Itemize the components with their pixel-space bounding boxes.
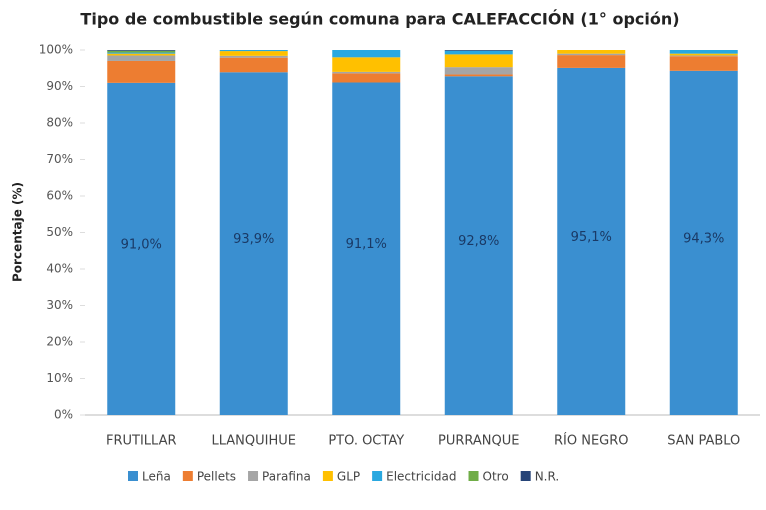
y-tick-label: 30%: [46, 298, 73, 312]
bar-segment: [219, 51, 288, 56]
y-tick-label: 70%: [46, 152, 73, 166]
bar-segment: [219, 50, 288, 52]
bar-segment: [107, 52, 176, 54]
bar-segment: [332, 82, 401, 416]
legend-label: N.R.: [535, 470, 560, 484]
y-tick-label: 0%: [54, 408, 73, 422]
legend-label: Pellets: [197, 470, 236, 484]
bar-segment: [444, 74, 513, 77]
x-tick-label: PURRANQUE: [438, 434, 519, 449]
bar-segment: [332, 71, 401, 74]
bar-segment: [669, 55, 738, 57]
bar-segment: [669, 70, 738, 416]
y-tick-label: 40%: [46, 262, 73, 276]
value-label: 91,1%: [346, 237, 387, 252]
y-tick-label: 10%: [46, 371, 73, 385]
bar-segment: [219, 55, 288, 58]
bar-segment: [669, 53, 738, 56]
value-label: 94,3%: [683, 231, 724, 246]
legend-swatch: [322, 471, 333, 481]
bar-segment: [444, 76, 513, 415]
x-tick-label: RÍO NEGRO: [554, 433, 629, 449]
legend-swatch: [372, 471, 383, 481]
value-label: 93,9%: [233, 232, 274, 247]
bar-segment: [669, 56, 738, 71]
y-tick-label: 20%: [46, 335, 73, 349]
y-tick-label: 50%: [46, 225, 73, 239]
bar-segment: [219, 72, 288, 415]
bar-segment: [107, 53, 176, 56]
legend-label: Electricidad: [386, 470, 456, 484]
bar-segment: [557, 50, 626, 54]
bar-segment: [557, 53, 626, 56]
bar-segment: [107, 50, 176, 51]
legend-label: Leña: [142, 470, 171, 484]
bar-segment: [557, 67, 626, 415]
bar-segment: [332, 73, 401, 83]
bar-segment: [332, 50, 401, 58]
legend-swatch: [248, 471, 259, 481]
x-tick-label: LLANQUIHUE: [212, 434, 297, 449]
bar-segment: [107, 50, 176, 53]
bar-segment: [557, 55, 626, 68]
bar-segment: [444, 54, 513, 68]
bar-segment: [107, 82, 176, 415]
legend-label: GLP: [337, 470, 360, 484]
bar-segment: [107, 60, 176, 83]
chart-title: Tipo de combustible según comuna para CA…: [80, 10, 679, 29]
legend-swatch: [520, 471, 531, 481]
value-label: 92,8%: [458, 234, 499, 249]
x-tick-label: SAN PABLO: [667, 434, 740, 449]
y-tick-label: 90%: [46, 79, 73, 93]
bar-segment: [444, 50, 513, 51]
legend-swatch: [182, 471, 193, 481]
bar-segment: [669, 50, 738, 54]
bar-segment: [107, 55, 176, 61]
y-tick-label: 80%: [46, 116, 73, 130]
bar-segment: [444, 67, 513, 75]
value-label: 91,0%: [121, 237, 162, 252]
y-axis-label: Porcentaje (%): [11, 182, 25, 282]
legend-swatch: [468, 471, 479, 481]
y-tick-label: 100%: [39, 43, 73, 57]
value-label: 95,1%: [571, 230, 612, 245]
bar-segment: [444, 50, 513, 55]
legend-label: Parafina: [262, 470, 311, 484]
bar-segment: [332, 57, 401, 72]
legend-swatch: [128, 471, 138, 481]
bar-segment: [219, 57, 288, 73]
y-tick-label: 60%: [46, 189, 73, 203]
legend-label: Otro: [483, 470, 509, 484]
x-tick-label: FRUTILLAR: [106, 434, 177, 449]
x-tick-label: PTO. OCTAY: [328, 434, 404, 449]
